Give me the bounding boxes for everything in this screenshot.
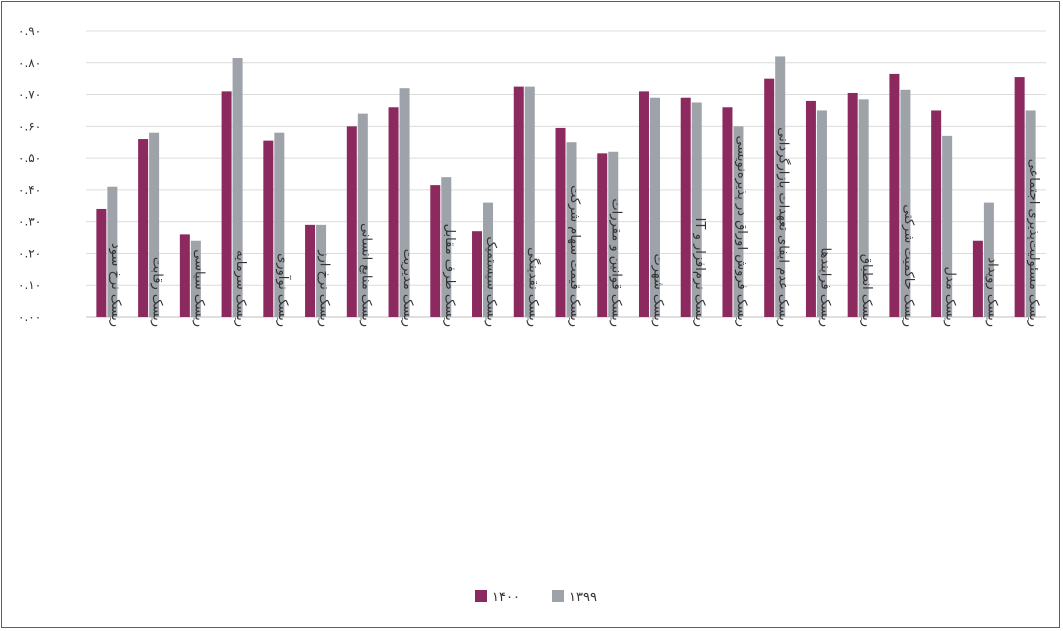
bar-series2 xyxy=(608,151,619,317)
y-tick-label: ۰.۰۰ xyxy=(18,310,41,324)
bar-series1 xyxy=(138,139,149,317)
bar-series2 xyxy=(316,224,327,317)
y-tick-label: ۰.۶۰ xyxy=(18,119,41,133)
x-category-label: ریسک عدم ایفای تعهدات بازارگردانی xyxy=(776,127,792,327)
y-tick-label: ۰.۴۰ xyxy=(18,183,41,197)
legend-label: ۱۴۰۰ xyxy=(492,590,520,605)
legend-label: ۱۳۹۹ xyxy=(569,590,597,605)
x-category-label: ریسک رقابت xyxy=(150,257,165,327)
x-category-label: ریسک انطباق xyxy=(859,254,874,327)
bar-series2 xyxy=(1025,110,1036,317)
bars xyxy=(96,56,1036,318)
y-tick-label: ۰.۳۰ xyxy=(18,215,41,229)
y-tick-label: ۰.۱۰ xyxy=(18,278,41,292)
x-category-label: ریسک قوانین و مقررات xyxy=(609,198,624,327)
bar-series1 xyxy=(221,91,232,317)
bar-series1 xyxy=(430,185,441,317)
x-category-label: ریسک طرف مقابل xyxy=(442,224,457,327)
bar-series2 xyxy=(107,186,118,317)
bar-series1 xyxy=(597,153,608,317)
bar-series1 xyxy=(847,92,858,317)
x-category-label: ریسک مدیریت xyxy=(400,249,415,327)
legend-swatch xyxy=(475,590,487,602)
x-category-label: ریسک نرخ ارز xyxy=(317,249,332,327)
bar-series2 xyxy=(232,58,243,318)
x-category-label: ریسک نقدینگی xyxy=(525,247,541,327)
bar-series2 xyxy=(858,99,869,317)
bar-series1 xyxy=(722,107,733,318)
bar-series2 xyxy=(357,113,368,317)
x-category-label: ریسک نوآوری xyxy=(275,253,292,327)
bar-series1 xyxy=(889,73,900,318)
bar-series1 xyxy=(513,86,524,317)
x-category-label: ریسک نرم‌افزار و IT xyxy=(692,218,707,327)
x-category-label: ریسک سیستمیک xyxy=(484,236,499,327)
x-category-label: ریسک مدل xyxy=(943,267,958,328)
y-axis-tick-labels: ۰.۰۰ ۰.۱۰ ۰.۲۰ ۰.۳۰ ۰.۴۰ ۰.۵۰ ۰.۶۰ ۰.۷۰ ۰.۸۰ ۰.۹۰ xyxy=(18,24,41,324)
x-category-label: ریسک شهرت xyxy=(650,253,665,327)
x-category-label: ریسک نرخ سود xyxy=(108,243,123,327)
legend-swatch xyxy=(552,590,564,602)
bar-series2 xyxy=(483,202,494,317)
bar-series2 xyxy=(149,132,160,317)
y-tick-label: ۰.۸۰ xyxy=(18,56,41,70)
bar-series2 xyxy=(190,240,201,317)
bar-series2 xyxy=(775,56,786,318)
x-category-label: ریسک فروش اوراق در پذیره‌نویسی xyxy=(734,135,749,327)
bar-series1 xyxy=(263,140,274,317)
x-category-label: ریسک سیاسی xyxy=(191,249,206,327)
bar-series1 xyxy=(388,107,399,318)
category-labels: ریسک نرخ سود ریسک رقابت ریسک سیاسی ریسک سرم… xyxy=(108,127,1041,327)
y-tick-label: ۰.۲۰ xyxy=(18,246,41,260)
bar-series2 xyxy=(816,110,827,317)
x-category-label: ریسک فرایندها xyxy=(817,248,832,327)
bar-series1 xyxy=(1014,77,1025,317)
x-category-label: ریسک رویداد xyxy=(984,257,999,327)
legend: ۱۴۰۰ ۱۳۹۹ xyxy=(475,590,597,605)
bar-series1 xyxy=(346,126,357,317)
bar-series1 xyxy=(638,91,649,317)
bar-series1 xyxy=(179,234,190,317)
bar-series1 xyxy=(805,100,816,318)
x-category-label: ریسک حاکمیت شرکتی xyxy=(901,204,916,327)
bar-series2 xyxy=(274,132,285,317)
bar-series2 xyxy=(983,202,994,317)
gridlines xyxy=(86,30,1046,318)
bar-series2 xyxy=(649,97,660,317)
bar-series2 xyxy=(566,142,577,317)
bar-series2 xyxy=(691,102,702,317)
bar-series2 xyxy=(524,86,535,317)
bar-series1 xyxy=(555,127,566,317)
x-category-label: ریسک قیمت سهام شرکت xyxy=(567,185,582,327)
y-tick-label: ۰.۷۰ xyxy=(18,88,41,102)
x-category-label: ریسک مسئولیت‌پذیری اجتماعی xyxy=(1026,159,1041,327)
y-tick-label: ۰.۵۰ xyxy=(18,151,41,165)
bar-series1 xyxy=(931,110,942,317)
x-category-label: ریسک منابع انسانی xyxy=(358,223,373,327)
bar-series2 xyxy=(399,88,410,317)
bar-series2 xyxy=(441,177,452,317)
bar-series2 xyxy=(733,126,744,317)
bar-series1 xyxy=(472,231,483,317)
x-category-label: ریسک سرمایه xyxy=(233,250,248,327)
bar-series1 xyxy=(764,78,775,318)
bar-series2 xyxy=(900,89,911,318)
bar-series1 xyxy=(680,97,691,317)
bar-series1 xyxy=(972,240,983,317)
bar-series1 xyxy=(305,224,316,317)
bar-series1 xyxy=(96,208,107,317)
y-tick-label: ۰.۹۰ xyxy=(18,24,41,38)
bar-series2 xyxy=(942,135,953,317)
